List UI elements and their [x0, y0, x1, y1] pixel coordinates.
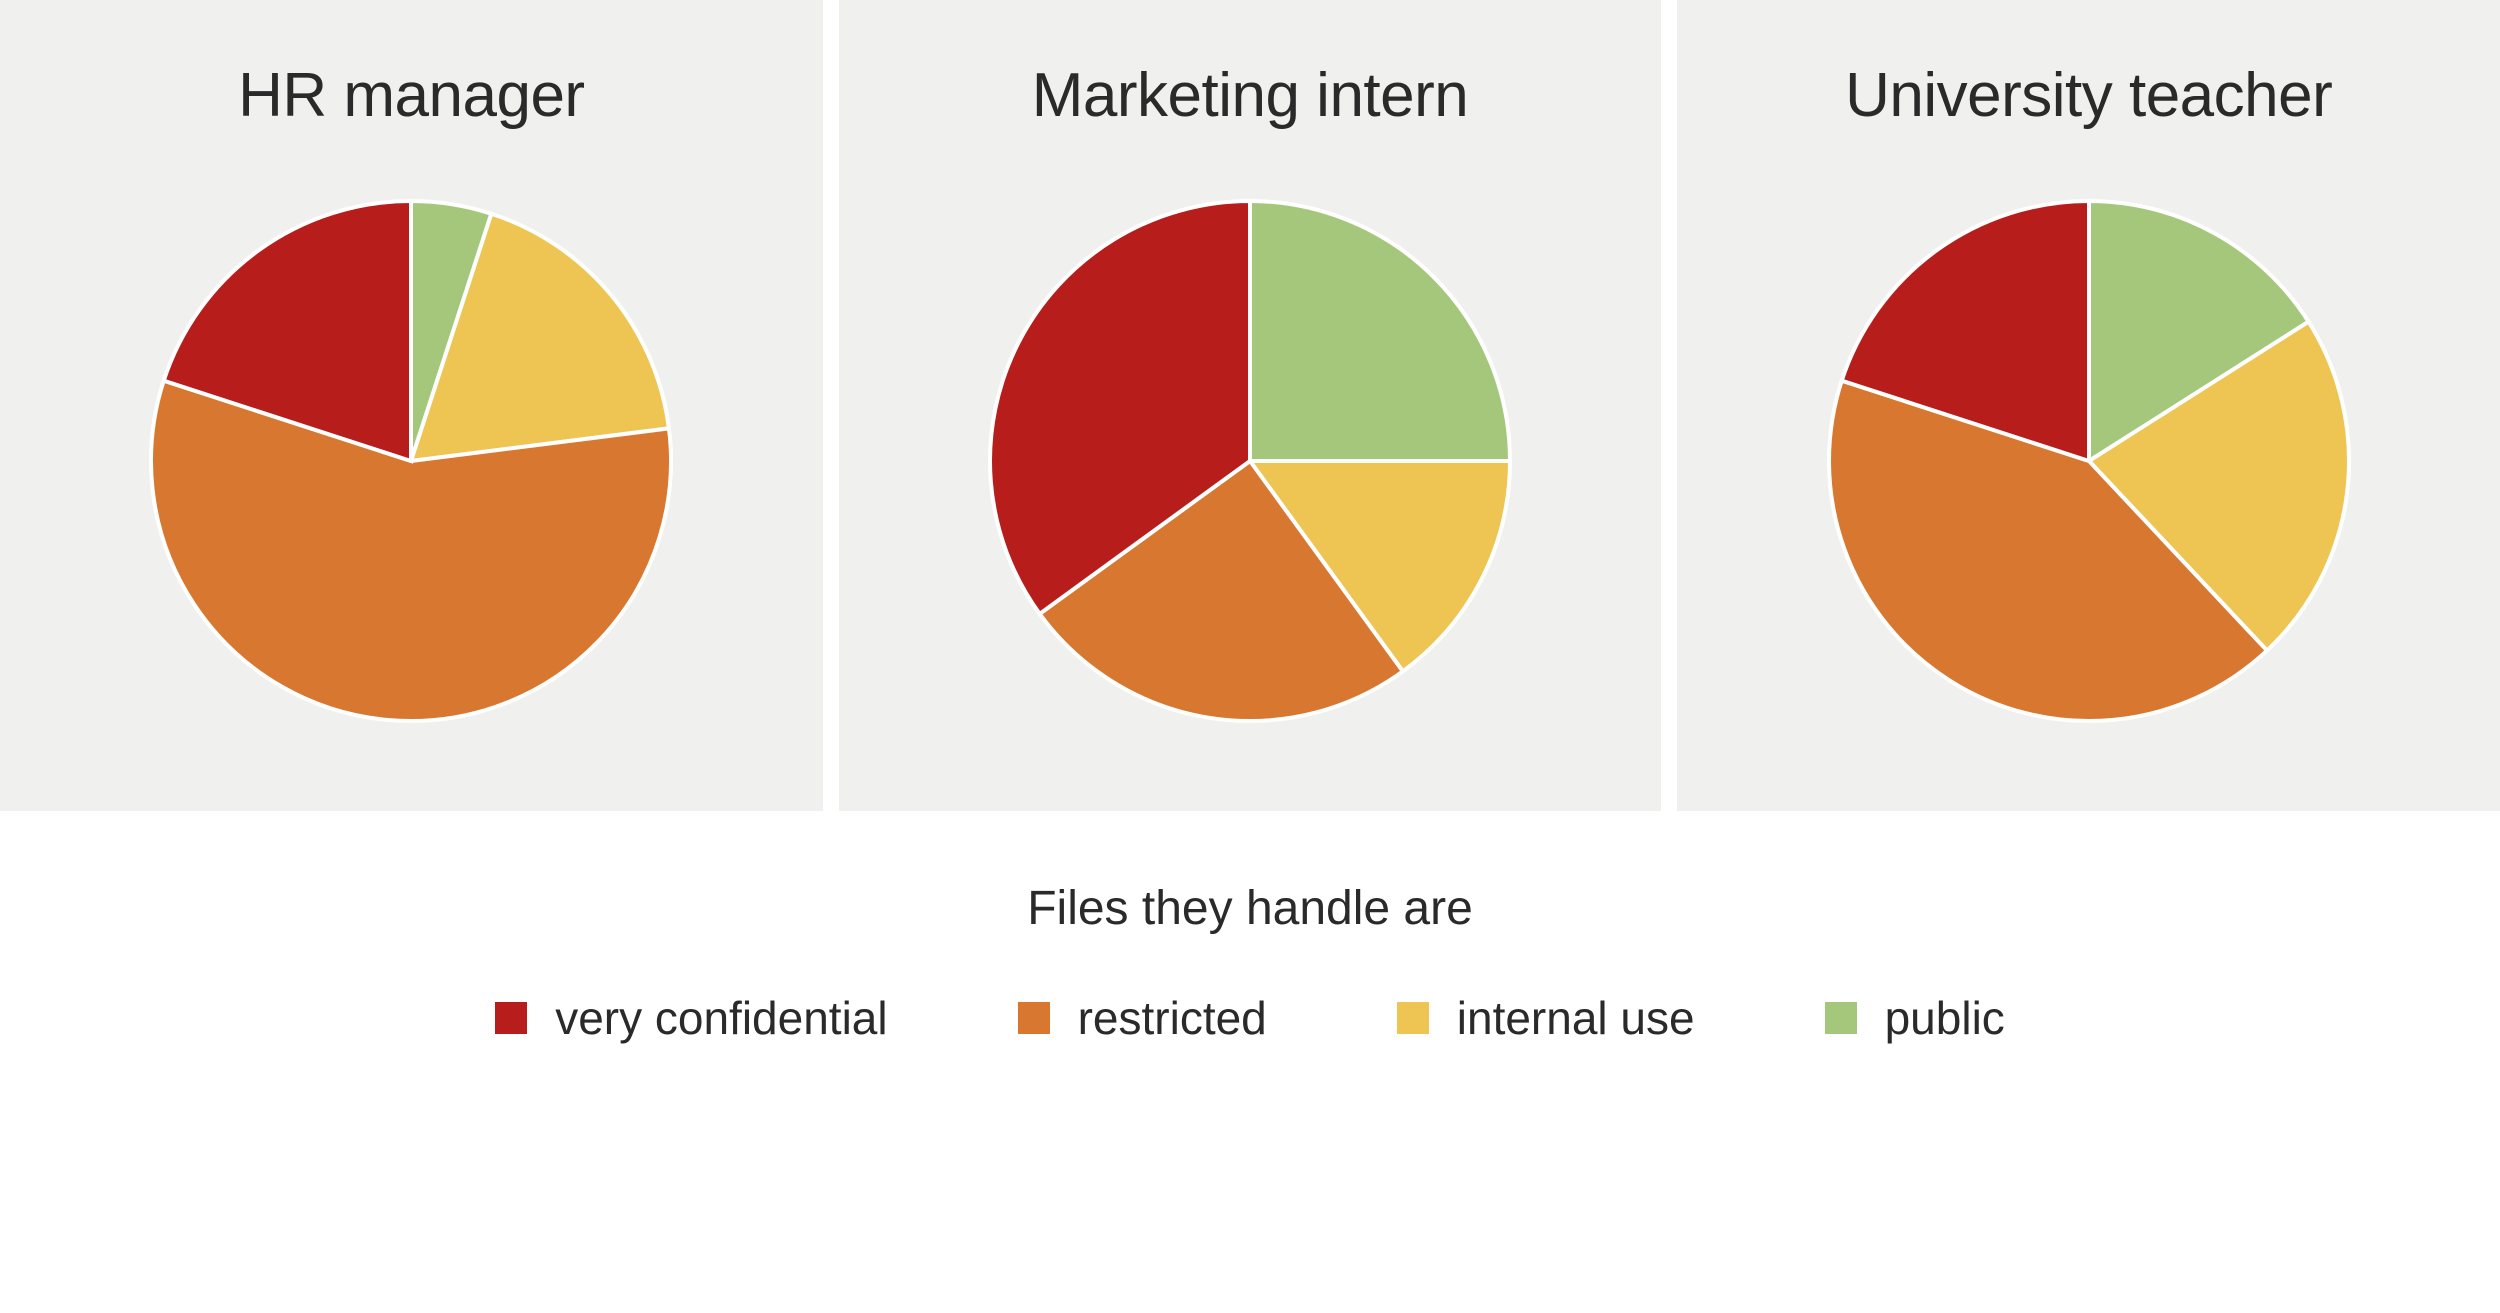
legend-swatch	[1397, 1002, 1429, 1034]
chart-title: HR manager	[238, 60, 584, 131]
chart-panel: Marketing intern	[839, 0, 1662, 811]
chart-title: University teacher	[1845, 60, 2332, 131]
legend-swatch	[1825, 1002, 1857, 1034]
legend-item-very-confidential: very confidential	[495, 991, 887, 1045]
legend: very confidential restricted internal use p…	[0, 991, 2500, 1045]
caption-area: Files they handle are very confidential r…	[0, 811, 2500, 1045]
legend-item-restricted: restricted	[1018, 991, 1267, 1045]
legend-item-internal-use: internal use	[1397, 991, 1695, 1045]
chart-panel: University teacher	[1677, 0, 2500, 811]
chart-panel: HR manager	[0, 0, 823, 811]
legend-label: internal use	[1457, 991, 1695, 1045]
caption-text: Files they handle are	[0, 881, 2500, 936]
legend-label: public	[1885, 991, 2005, 1045]
legend-label: restricted	[1078, 991, 1267, 1045]
pie-chart	[141, 191, 681, 731]
chart-panels: HR manager Marketing intern University tea…	[0, 0, 2500, 811]
legend-swatch	[1018, 1002, 1050, 1034]
pie-slice-public	[1250, 201, 1510, 461]
legend-label: very confidential	[555, 991, 887, 1045]
pie-chart	[980, 191, 1520, 731]
legend-item-public: public	[1825, 991, 2005, 1045]
chart-title: Marketing intern	[1032, 60, 1469, 131]
pie-chart	[1819, 191, 2359, 731]
legend-swatch	[495, 1002, 527, 1034]
